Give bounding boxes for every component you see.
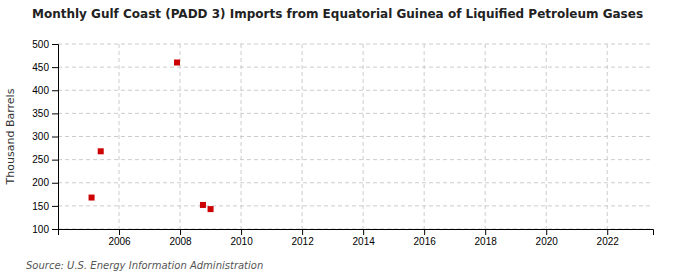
x-tick-label: 2006 bbox=[108, 236, 131, 247]
grid-line bbox=[302, 44, 303, 229]
y-tick-mark bbox=[52, 44, 58, 45]
y-tick-label: 500 bbox=[32, 39, 49, 50]
y-tick-label: 150 bbox=[32, 201, 49, 212]
y-axis-line bbox=[52, 45, 59, 230]
y-tick-mark bbox=[52, 183, 58, 184]
x-tick-mark bbox=[302, 229, 303, 235]
point bbox=[89, 195, 95, 201]
point bbox=[98, 148, 104, 154]
y-tick: 400 bbox=[32, 85, 58, 96]
y-tick: 350 bbox=[32, 108, 58, 119]
y-tick: 300 bbox=[32, 131, 58, 142]
x-tick-mark bbox=[546, 229, 547, 235]
y-tick: 500 bbox=[32, 39, 58, 50]
x-tick: 2006 bbox=[108, 229, 131, 247]
x-tick-label: 2012 bbox=[291, 236, 314, 247]
grid-line bbox=[58, 159, 653, 160]
x-tick: 2012 bbox=[291, 229, 314, 247]
x-tick: 2008 bbox=[169, 229, 192, 247]
y-tick: 450 bbox=[32, 62, 58, 73]
grid-line bbox=[58, 136, 653, 137]
x-tick-mark bbox=[363, 229, 364, 235]
x-tick-label: 2014 bbox=[353, 236, 376, 247]
grid-line bbox=[546, 44, 547, 229]
grid bbox=[58, 44, 653, 229]
x-tick: 2022 bbox=[597, 229, 620, 247]
x-tick: 2018 bbox=[475, 229, 498, 247]
y-axis: 100 150 200 250 300 350 400 450 500 bbox=[32, 39, 58, 235]
point bbox=[174, 60, 180, 66]
y-tick-mark bbox=[52, 90, 58, 91]
y-tick-mark bbox=[52, 160, 58, 161]
x-tick-label: 2010 bbox=[230, 236, 253, 247]
grid-line bbox=[58, 44, 653, 45]
y-tick-label: 350 bbox=[32, 108, 49, 119]
y-tick: 200 bbox=[32, 177, 58, 188]
x-tick-label: 2022 bbox=[597, 236, 620, 247]
x-tick-mark bbox=[424, 229, 425, 235]
x-tick-label: 2016 bbox=[414, 236, 437, 247]
y-tick-label: 300 bbox=[32, 131, 49, 142]
x-tick-mark bbox=[119, 229, 120, 235]
points bbox=[89, 60, 214, 213]
y-tick-label: 400 bbox=[32, 85, 49, 96]
x-tick: 2010 bbox=[230, 229, 253, 247]
grid-line bbox=[58, 113, 653, 114]
y-tick: 150 bbox=[32, 201, 58, 212]
y-tick-mark bbox=[52, 137, 58, 138]
x-tick: 2016 bbox=[414, 229, 437, 247]
grid-line bbox=[58, 90, 653, 91]
y-tick-mark bbox=[52, 229, 58, 230]
x-tick: 2020 bbox=[536, 229, 559, 247]
title: Monthly Gulf Coast (PADD 3) Imports from… bbox=[32, 7, 643, 21]
x-axis: 2006 2008 2010 2012 2014 2016 2018 2020 2022 bbox=[59, 229, 654, 247]
x-tick-label: 2020 bbox=[536, 236, 559, 247]
y-tick-mark bbox=[52, 67, 58, 68]
y-tick-label: 100 bbox=[32, 224, 49, 235]
y-tick-mark bbox=[52, 206, 58, 207]
chart: Monthly Gulf Coast (PADD 3) Imports from… bbox=[0, 0, 675, 275]
y-tick-mark bbox=[52, 113, 58, 114]
x-tick: 2014 bbox=[353, 229, 376, 247]
y-tick-label: 250 bbox=[32, 154, 49, 165]
x-tick-mark bbox=[241, 229, 242, 235]
grid-line bbox=[119, 44, 120, 229]
grid-line bbox=[58, 67, 653, 68]
grid-line bbox=[58, 182, 653, 183]
y-tick-label: 450 bbox=[32, 62, 49, 73]
x-tick-label: 2008 bbox=[169, 236, 192, 247]
source: Source: U.S. Energy Information Administ… bbox=[26, 260, 263, 271]
grid-line bbox=[58, 205, 653, 206]
x-tick-mark bbox=[180, 229, 181, 235]
y-axis-title: Thousand Barrels bbox=[4, 88, 17, 185]
x-tick-mark bbox=[607, 229, 608, 235]
y-tick-label: 200 bbox=[32, 177, 49, 188]
x-axis-line bbox=[59, 230, 654, 236]
x-tick-label: 2018 bbox=[475, 236, 498, 247]
y-tick: 250 bbox=[32, 154, 58, 165]
x-tick-mark bbox=[485, 229, 486, 235]
point bbox=[200, 202, 206, 208]
point bbox=[208, 206, 214, 212]
plot: 2006200820102012201420162018202020221001… bbox=[4, 39, 654, 247]
y-tick: 100 bbox=[32, 224, 58, 235]
